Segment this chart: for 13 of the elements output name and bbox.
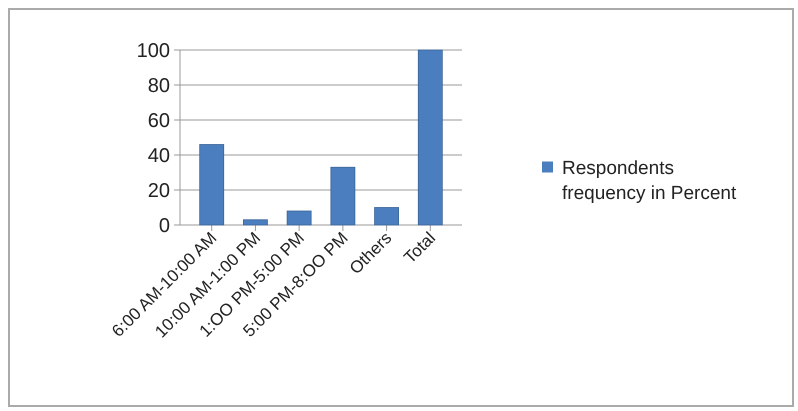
y-tick-label: 80 xyxy=(148,75,170,97)
bar xyxy=(242,219,268,226)
bar xyxy=(330,166,356,226)
y-tick-label: 100 xyxy=(136,40,170,62)
y-tick-label: 0 xyxy=(158,215,170,237)
bar xyxy=(286,210,312,226)
legend-label: Respondents frequency in Percent xyxy=(562,158,737,204)
bar xyxy=(374,207,400,226)
y-tick-label: 40 xyxy=(148,145,170,167)
y-tick-label: 60 xyxy=(148,110,170,132)
y-tick-label: 20 xyxy=(148,180,170,202)
bar xyxy=(199,144,224,226)
bar xyxy=(418,50,443,226)
